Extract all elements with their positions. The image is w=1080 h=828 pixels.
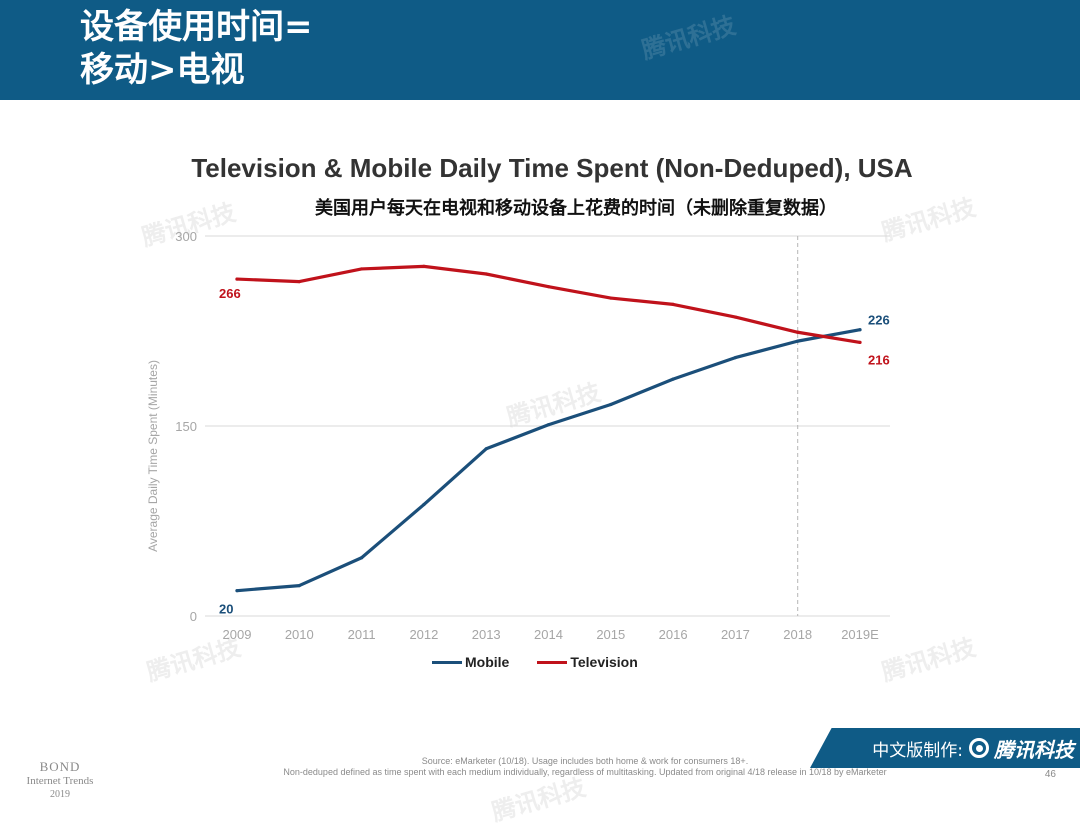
credit-badge: 中文版制作: 腾讯科技: [810, 728, 1080, 768]
source-note-line1: Source: eMarketer (10/18). Usage include…: [421, 756, 749, 766]
data-point-mobile: [609, 402, 613, 407]
data-point-mobile: [796, 339, 800, 343]
slide-title: 设备使用时间= 移动>电视: [80, 6, 313, 92]
bond-logo-line2: Internet Trends: [26, 775, 94, 787]
data-point-mobile: [235, 589, 239, 593]
bond-logo: BOND Internet Trends 2019: [20, 760, 100, 802]
top-banner: 设备使用时间= 移动>电视: [0, 0, 1080, 100]
y-tick-label: 0: [190, 609, 197, 624]
data-point-television: [297, 280, 301, 284]
x-tick-label: 2011: [348, 627, 376, 642]
data-point-television: [546, 285, 551, 289]
data-point-television: [235, 277, 239, 281]
credit-brand: 腾讯科技: [994, 737, 1074, 762]
data-point-mobile: [484, 447, 488, 451]
y-tick-label: 150: [175, 419, 197, 434]
bond-logo-line3: 2019: [50, 789, 70, 800]
legend-swatch-television: [537, 660, 568, 664]
data-label-end-mobile: 226: [868, 313, 890, 328]
series-line-television: [235, 264, 862, 344]
data-point-television: [733, 315, 738, 319]
legend-swatch-mobile: [432, 660, 462, 664]
data-point-mobile: [360, 556, 364, 560]
x-tick-label: 2016: [659, 627, 688, 642]
legend-item-television: Television: [537, 654, 638, 670]
x-tick-label: 2017: [721, 627, 750, 642]
data-point-mobile: [422, 502, 426, 507]
x-tick-label: 2010: [285, 627, 314, 642]
data-point-mobile: [858, 328, 862, 332]
data-point-television: [858, 340, 862, 344]
line-chart: 0 150 300 Average Daily Time Spent (Minutes…: [146, 229, 890, 642]
data-point-television: [796, 330, 800, 334]
x-tick-label: 2018: [783, 627, 812, 642]
data-point-mobile: [546, 423, 551, 427]
legend-label-television: Television: [570, 654, 638, 670]
source-notes: Source: eMarketer (10/18). Usage include…: [180, 756, 990, 778]
x-tick-label: 2013: [472, 627, 501, 642]
slide-content: [0, 100, 1080, 810]
data-point-television: [360, 267, 364, 271]
y-tick-label: 300: [175, 229, 197, 244]
legend-label-mobile: Mobile: [465, 654, 510, 670]
data-point-mobile: [733, 356, 738, 360]
data-point-mobile: [671, 377, 675, 381]
x-tick-label: 2015: [596, 627, 625, 642]
data-point-television: [671, 302, 675, 306]
data-point-mobile: [297, 584, 301, 588]
data-label-start-television: 266: [219, 286, 241, 301]
data-point-television: [422, 264, 426, 268]
data-label-end-television: 216: [868, 352, 890, 367]
chart-title: Television & Mobile Daily Time Spent (No…: [191, 153, 913, 183]
x-tick-label: 2019E: [841, 627, 879, 642]
chart-subtitle: 美国用户每天在电视和移动设备上花费的时间（未删除重复数据）: [315, 198, 837, 219]
slide-title-line1: 设备使用时间=: [80, 7, 313, 47]
data-point-television: [484, 272, 488, 276]
credit-label: 中文版制作:: [872, 740, 963, 761]
slide-title-line2: 移动>电视: [80, 50, 245, 90]
data-label-start-mobile: 20: [219, 602, 233, 617]
data-point-television: [609, 296, 613, 300]
legend-item-mobile: Mobile: [432, 654, 509, 670]
x-tick-label: 2012: [409, 627, 438, 642]
series-line-mobile: [235, 328, 862, 593]
page-number: 46: [1044, 769, 1056, 780]
chart-legend: Mobile Television: [432, 654, 666, 670]
x-tick-label: 2009: [223, 627, 252, 642]
y-axis-label: Average Daily Time Spent (Minutes): [146, 360, 160, 552]
x-tick-label: 2014: [534, 627, 563, 642]
tencent-logo-icon: [969, 738, 989, 758]
source-note-line2: Non-deduped defined as time spent with e…: [283, 767, 887, 777]
bond-logo-line1: BOND: [39, 759, 81, 774]
